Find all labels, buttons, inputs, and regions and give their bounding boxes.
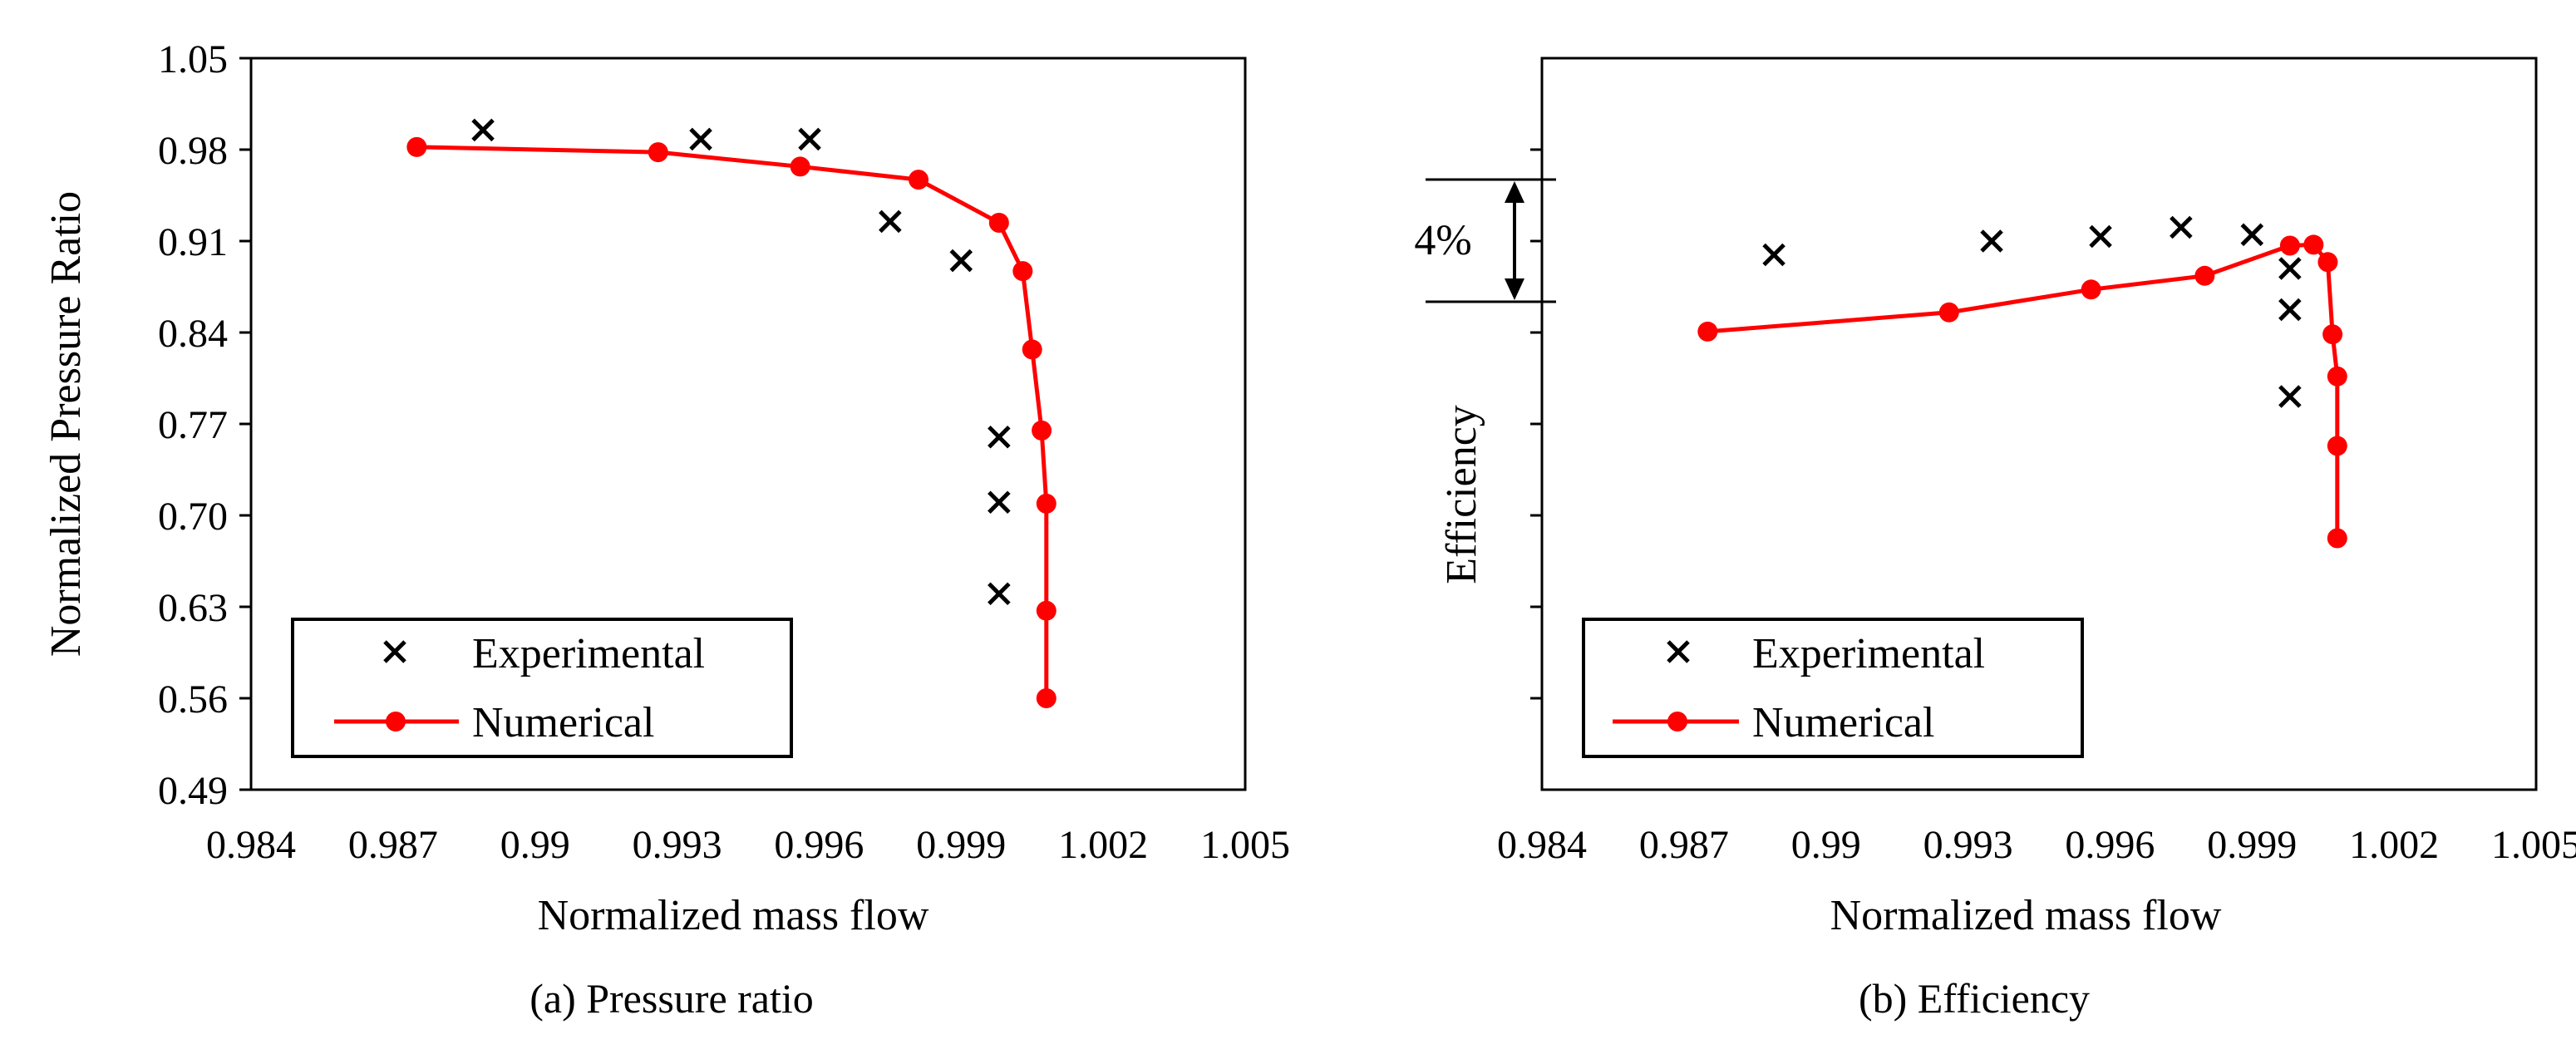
y-tick-label: 0.63 xyxy=(158,586,228,630)
x-tick-label: 0.996 xyxy=(2065,823,2155,867)
annotation-label: 4% xyxy=(1414,217,1471,264)
legend-box-a xyxy=(291,618,793,758)
chart-panel-pressure-ratio: 0.49 0.56 0.63 0.70 0.77 0.84 0.91 0.98 1.05 0.9… xyxy=(42,37,1290,1022)
efficiency-scale-annotation: 4% xyxy=(1414,178,1556,303)
x-tick-label: 1.002 xyxy=(2349,823,2439,867)
legend-x-marker-a xyxy=(383,640,406,663)
y-tick-label: 0.49 xyxy=(158,769,228,813)
numerical-line xyxy=(1707,242,2340,539)
numerical-series-a xyxy=(406,136,1057,708)
numerical-point xyxy=(1036,493,1057,514)
y-tick-label: 1.05 xyxy=(158,37,228,81)
legend-x-marker-b xyxy=(1667,640,1690,663)
caption-b: (b) Efficiency xyxy=(1859,975,2090,1022)
chart-panel-efficiency: 0.984 0.987 0.99 0.993 0.996 0.999 1.002 1.005 … xyxy=(1414,57,2576,1022)
x-tick-label: 0.987 xyxy=(1639,823,1729,867)
experimental-point xyxy=(988,582,1011,606)
experimental-point xyxy=(2278,298,2302,322)
legend-line-marker-a xyxy=(334,712,459,732)
x-tick-label: 0.999 xyxy=(916,823,1006,867)
numerical-line xyxy=(416,145,1049,698)
experimental-point xyxy=(879,209,902,234)
x-axis-title-b: Normalized mass flow xyxy=(1830,892,2222,939)
legend-label-numerical-a: Numerical xyxy=(472,699,654,746)
x-tick-label: 1.002 xyxy=(1058,823,1148,867)
y-axis-title-a: Normalized Pressure Ratio xyxy=(42,191,90,657)
y-tick-label: 0.56 xyxy=(158,677,228,722)
y-tick-label: 0.70 xyxy=(158,495,228,539)
numerical-point xyxy=(909,170,929,190)
experimental-series-a xyxy=(471,118,1011,606)
experimental-point xyxy=(689,127,712,151)
caption-a: (a) Pressure ratio xyxy=(529,975,814,1022)
numerical-point xyxy=(1012,261,1033,282)
legend-label-experimental-b: Experimental xyxy=(1752,630,1985,677)
numerical-point xyxy=(1036,688,1057,708)
numerical-point xyxy=(2279,235,2300,256)
experimental-point xyxy=(2278,257,2302,280)
legend-line-marker-b xyxy=(1613,712,1739,732)
experimental-point xyxy=(1980,229,2003,253)
x-tick-label: 0.999 xyxy=(2207,823,2297,867)
x-tick-label: 0.987 xyxy=(348,823,438,867)
numerical-point xyxy=(2327,528,2347,549)
experimental-point xyxy=(988,425,1011,449)
legend-label-numerical-b: Numerical xyxy=(1752,699,1934,746)
x-tick-label: 0.993 xyxy=(633,823,722,867)
experimental-series-b xyxy=(1762,215,2302,408)
experimental-point xyxy=(988,490,1011,515)
legend-a: Experimental Numerical xyxy=(291,618,793,758)
x-tick-label: 0.993 xyxy=(1923,823,2013,867)
y-axis-ticks-a: 0.49 0.56 0.63 0.70 0.77 0.84 0.91 0.98 1.05 xyxy=(158,37,251,813)
experimental-point xyxy=(949,249,973,273)
x-axis-ticks-a: 0.984 0.987 0.99 0.993 0.996 0.999 1.002 1.005 xyxy=(206,823,1290,867)
experimental-point xyxy=(798,127,821,151)
numerical-point xyxy=(2327,366,2347,387)
legend-box-b xyxy=(1582,618,2084,758)
legend-label-experimental-a: Experimental xyxy=(472,630,705,677)
experimental-point xyxy=(471,118,495,142)
numerical-point xyxy=(2327,436,2347,456)
x-tick-label: 1.005 xyxy=(1200,823,1290,867)
numerical-point xyxy=(1022,339,1042,360)
annotation-arrow-down-icon xyxy=(1505,278,1524,300)
experimental-point xyxy=(1762,243,1785,267)
numerical-point xyxy=(988,213,1009,233)
numerical-point xyxy=(1036,600,1057,621)
x-tick-label: 0.99 xyxy=(500,823,570,867)
experimental-point xyxy=(2170,215,2193,239)
numerical-point xyxy=(2317,252,2338,273)
annotation-arrow-up-icon xyxy=(1505,181,1524,203)
numerical-point xyxy=(1938,302,1959,323)
x-tick-label: 0.984 xyxy=(206,823,296,867)
x-tick-label: 0.984 xyxy=(1497,823,1587,867)
x-tick-label: 1.005 xyxy=(2491,823,2576,867)
numerical-point xyxy=(2194,265,2215,286)
legend-b: Experimental Numerical xyxy=(1582,618,2084,758)
numerical-point xyxy=(2081,279,2101,300)
x-axis-title-a: Normalized mass flow xyxy=(538,892,929,939)
x-tick-label: 0.996 xyxy=(774,823,864,867)
y-axis-title-b: Efficiency xyxy=(1438,405,1485,584)
x-tick-label: 0.99 xyxy=(1791,823,1861,867)
numerical-point xyxy=(648,142,668,163)
numerical-point xyxy=(406,136,427,157)
experimental-point xyxy=(2278,385,2302,408)
y-tick-label: 0.98 xyxy=(158,129,228,173)
numerical-point xyxy=(1697,321,1718,342)
x-axis-ticks-b: 0.984 0.987 0.99 0.993 0.996 0.999 1.002 1.005 xyxy=(1497,823,2576,867)
numerical-point xyxy=(2303,234,2324,255)
y-tick-label: 0.84 xyxy=(158,312,228,356)
numerical-point xyxy=(1032,420,1052,441)
numerical-series-b xyxy=(1697,234,2347,549)
experimental-point xyxy=(2089,224,2112,249)
experimental-point xyxy=(2240,223,2264,247)
numerical-point xyxy=(790,156,810,177)
y-axis-ticks-b xyxy=(1530,148,1542,700)
y-tick-label: 0.77 xyxy=(158,403,228,447)
numerical-point xyxy=(2322,324,2343,345)
y-tick-label: 0.91 xyxy=(158,220,228,264)
